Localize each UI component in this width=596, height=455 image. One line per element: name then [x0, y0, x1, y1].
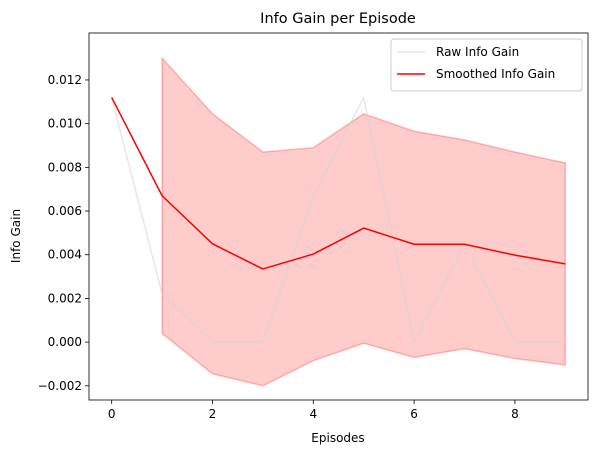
plot-area: 0 2 4 6 8 −0.002 0.000 0.002 0.004 0.006 0.008 0.01… — [38, 32, 589, 421]
x-tick-label: 4 — [309, 407, 317, 421]
legend-label-raw: Raw Info Gain — [436, 45, 519, 59]
x-tick-label: 6 — [410, 407, 418, 421]
y-tick-label: 0.008 — [48, 160, 82, 174]
x-tick-label: 8 — [511, 407, 519, 421]
raw-info-gain-line — [110, 96, 566, 343]
y-tick-label: 0.010 — [48, 117, 82, 131]
legend-label-smoothed: Smoothed Info Gain — [436, 67, 555, 81]
legend: Raw Info Gain Smoothed Info Gain — [390, 38, 583, 92]
y-tick-label: 0.006 — [48, 204, 82, 218]
legend-box — [390, 38, 583, 92]
y-tick-label: 0.012 — [48, 73, 82, 87]
x-tick-label: 2 — [209, 407, 217, 421]
y-axis-label: Info Gain — [9, 209, 23, 263]
chart-title: Info Gain per Episode — [260, 11, 416, 27]
x-axis-label: Episodes — [311, 431, 364, 445]
y-tick-label: 0.000 — [48, 335, 82, 349]
y-tick-label: 0.002 — [48, 291, 82, 305]
confidence-band — [161, 56, 567, 387]
axes-frame — [88, 32, 589, 401]
y-tick-label: 0.004 — [48, 248, 82, 262]
x-tick-label: 0 — [108, 407, 116, 421]
y-tick-label: −0.002 — [38, 379, 82, 393]
smoothed-info-gain-line — [111, 97, 566, 270]
